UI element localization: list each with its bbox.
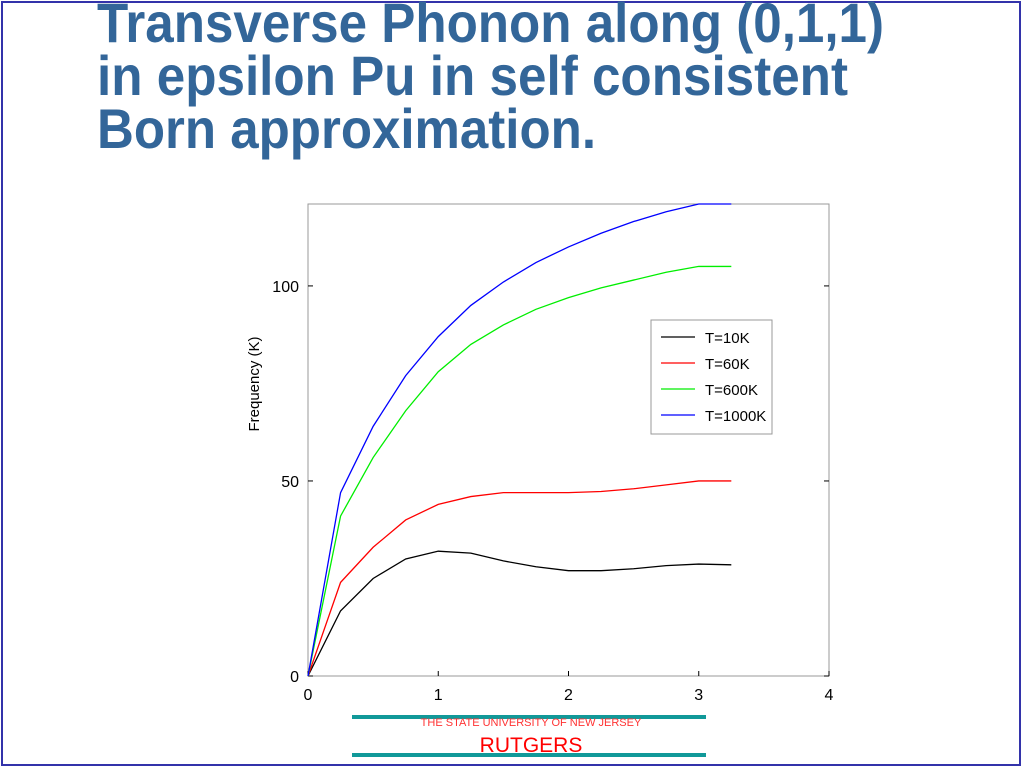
- x-tick-label: 0: [304, 687, 313, 704]
- legend-label: T=600K: [705, 382, 758, 399]
- footer-name: RUTGERS: [480, 734, 583, 757]
- title-line: Born approximation.: [97, 97, 596, 160]
- title-line: Transverse Phonon along (0,1,1): [97, 0, 884, 54]
- plot-frame: [307, 203, 830, 677]
- legend-label: T=1000K: [705, 408, 766, 425]
- y-tick-label: 100: [272, 279, 299, 296]
- y-tick-label: 50: [281, 474, 299, 491]
- legend-box: [650, 319, 773, 435]
- y-axis-label: Frequency (K): [246, 336, 263, 431]
- x-tick-label: 3: [694, 687, 703, 704]
- x-tick-label: 1: [434, 687, 443, 704]
- y-tick-label: 0: [290, 669, 299, 686]
- series-line: [307, 480, 732, 677]
- legend-label: T=10K: [705, 330, 750, 347]
- legend-label: T=60K: [705, 356, 750, 373]
- title-line: in epsilon Pu in self consistent: [97, 44, 848, 107]
- series-line: [307, 203, 732, 677]
- x-tick-label: 4: [825, 687, 834, 704]
- series-line: [307, 265, 732, 677]
- chart: 0 1 2 3 4 0 50 100 Frequency (K) T=10K T=60K T=600K…: [246, 203, 834, 704]
- x-tick-label: 2: [564, 687, 573, 704]
- series-line: [307, 550, 732, 677]
- footer-university: THE STATE UNIVERSITY OF NEW JERSEY: [421, 717, 642, 729]
